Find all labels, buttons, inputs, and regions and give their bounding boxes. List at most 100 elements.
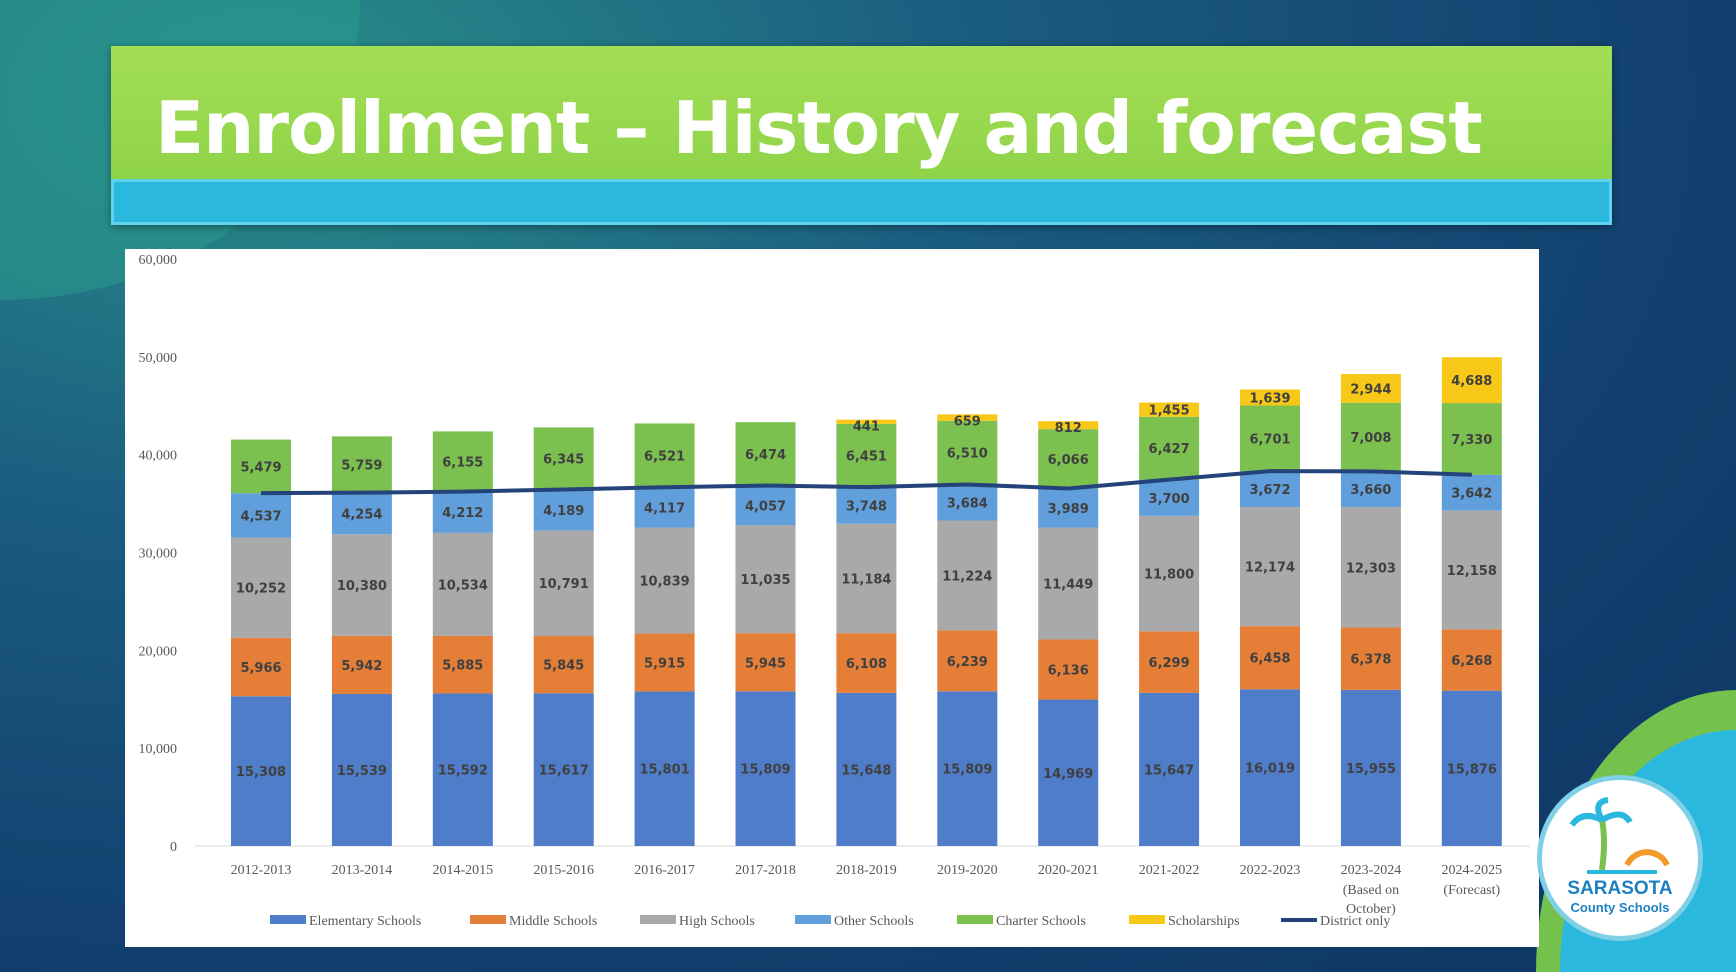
bar-segment-elementary-schools <box>1441 690 1502 846</box>
bar-segment-middle-schools <box>1240 626 1300 690</box>
data-label: 6,136 <box>1048 664 1089 679</box>
data-label: 4,537 <box>240 509 281 524</box>
bar-segment-middle-schools <box>533 636 594 694</box>
data-label: 5,945 <box>745 656 786 671</box>
sarasota-county-schools-logo: SARASOTA County Schools <box>1537 775 1703 941</box>
bar-segment-charter-schools <box>1240 405 1300 472</box>
data-label: 5,885 <box>442 659 483 674</box>
data-label: 12,158 <box>1447 564 1497 579</box>
bar-segment-middle-schools <box>634 633 695 692</box>
bar-segment-elementary-schools <box>634 691 695 846</box>
bar-segment-charter-schools <box>533 427 594 490</box>
x-tick-label: 2020-2021 <box>1038 863 1099 878</box>
data-label: 4,117 <box>644 501 685 516</box>
data-label: 3,642 <box>1451 487 1492 502</box>
data-label: 6,701 <box>1249 432 1290 447</box>
bar-segment-high-schools <box>735 525 796 634</box>
bar-segment-charter-schools <box>836 423 897 488</box>
x-tick-label: 2012-2013 <box>231 863 292 878</box>
data-label: 12,174 <box>1245 561 1295 576</box>
x-tick-label: 2024-2025 <box>1441 863 1502 878</box>
data-label: 11,800 <box>1144 568 1194 583</box>
data-label: 6,427 <box>1149 442 1190 457</box>
data-label: 6,066 <box>1048 453 1089 468</box>
x-tick-sublabel: (Based on <box>1343 883 1399 898</box>
bar-segment-elementary-schools <box>331 693 392 846</box>
data-label: 6,474 <box>745 448 786 463</box>
data-label: 4,212 <box>442 506 483 521</box>
legend-swatch <box>270 915 306 924</box>
x-tick-label: 2018-2019 <box>836 863 897 878</box>
data-label: 6,378 <box>1350 653 1391 668</box>
data-label: 5,479 <box>240 460 281 475</box>
slide-title: Enrollment – History and forecast <box>155 86 1483 170</box>
bar-segment-scholarships <box>1038 421 1099 430</box>
data-label: 10,839 <box>640 575 690 590</box>
data-label: 3,989 <box>1048 502 1089 517</box>
bar-segment-elementary-schools <box>1038 699 1099 846</box>
bar-segment-high-schools <box>1240 506 1300 627</box>
bar-segment-middle-schools <box>836 633 897 693</box>
bar-segment-middle-schools <box>231 637 291 697</box>
data-label: 15,801 <box>640 763 690 778</box>
y-tick-label: 50,000 <box>139 351 178 366</box>
x-tick-label: 2022-2023 <box>1240 863 1301 878</box>
data-label: 10,252 <box>236 582 286 597</box>
bar-segment-high-schools <box>533 530 594 637</box>
bar-segment-middle-schools <box>1340 627 1401 690</box>
data-label: 6,458 <box>1249 652 1290 667</box>
bar-segment-middle-schools <box>1139 631 1200 693</box>
palm-tree-icon <box>1569 797 1670 874</box>
bar-segment-elementary-schools <box>231 696 291 846</box>
bar-segment-scholarships <box>1441 357 1502 404</box>
bar-segment-charter-schools <box>937 420 998 485</box>
x-tick-label: 2015-2016 <box>533 863 594 878</box>
bar-segment-high-schools <box>231 537 291 638</box>
bar-segment-charter-schools <box>1139 416 1200 480</box>
legend-label: High Schools <box>679 914 755 929</box>
bar-segment-elementary-schools <box>533 693 594 846</box>
legend-swatch <box>1129 915 1165 924</box>
bar-segment-middle-schools <box>331 635 392 694</box>
bar-segment-charter-schools <box>1038 429 1099 489</box>
bar-segment-other-schools <box>836 487 897 524</box>
bar-segment-charter-schools <box>432 431 493 492</box>
legend-label: Middle Schools <box>509 914 597 929</box>
data-label: 6,239 <box>947 655 988 670</box>
x-tick-sublabel: October) <box>1346 902 1396 917</box>
y-tick-label: 0 <box>170 840 177 855</box>
data-label: 12,303 <box>1346 561 1396 576</box>
data-label: 6,345 <box>543 452 584 467</box>
bar-segment-other-schools <box>1038 488 1099 528</box>
bar-segment-other-schools <box>937 484 998 521</box>
data-label: 6,451 <box>846 450 887 465</box>
bar-segment-elementary-schools <box>432 693 493 846</box>
stacked-bar-chart: 0 10,000 20,000 30,000 40,000 50,000 60,000 15,… <box>139 253 1530 929</box>
bar-segment-charter-schools <box>735 422 796 486</box>
data-label: 10,791 <box>539 577 589 592</box>
data-label: 659 <box>954 414 981 429</box>
bar-segment-scholarships <box>836 419 897 424</box>
y-tick-label: 30,000 <box>139 547 178 562</box>
legend-label: Scholarships <box>1168 914 1240 929</box>
bar-segment-elementary-schools <box>937 691 998 846</box>
legend-label: Elementary Schools <box>309 914 421 929</box>
legend-label: Other Schools <box>834 914 914 929</box>
data-label: 3,748 <box>846 499 887 514</box>
bar-segment-high-schools <box>836 523 897 634</box>
data-label: 7,008 <box>1350 431 1391 446</box>
data-label: 10,380 <box>337 579 387 594</box>
data-label: 2,944 <box>1350 382 1391 397</box>
data-label: 15,955 <box>1346 762 1396 777</box>
legend-swatch <box>795 915 831 924</box>
x-tick-label: 2021-2022 <box>1139 863 1200 878</box>
bar-segment-scholarships <box>1139 402 1200 417</box>
bar-segment-other-schools <box>1441 474 1502 511</box>
x-tick-label: 2017-2018 <box>735 863 796 878</box>
bar-segment-other-schools <box>331 492 392 535</box>
bar-segment-elementary-schools <box>1340 689 1401 846</box>
bar-segment-charter-schools <box>1340 402 1401 472</box>
bar-segment-high-schools <box>432 532 493 636</box>
y-tick-label: 40,000 <box>139 449 178 464</box>
bar-segment-high-schools <box>1038 527 1099 640</box>
